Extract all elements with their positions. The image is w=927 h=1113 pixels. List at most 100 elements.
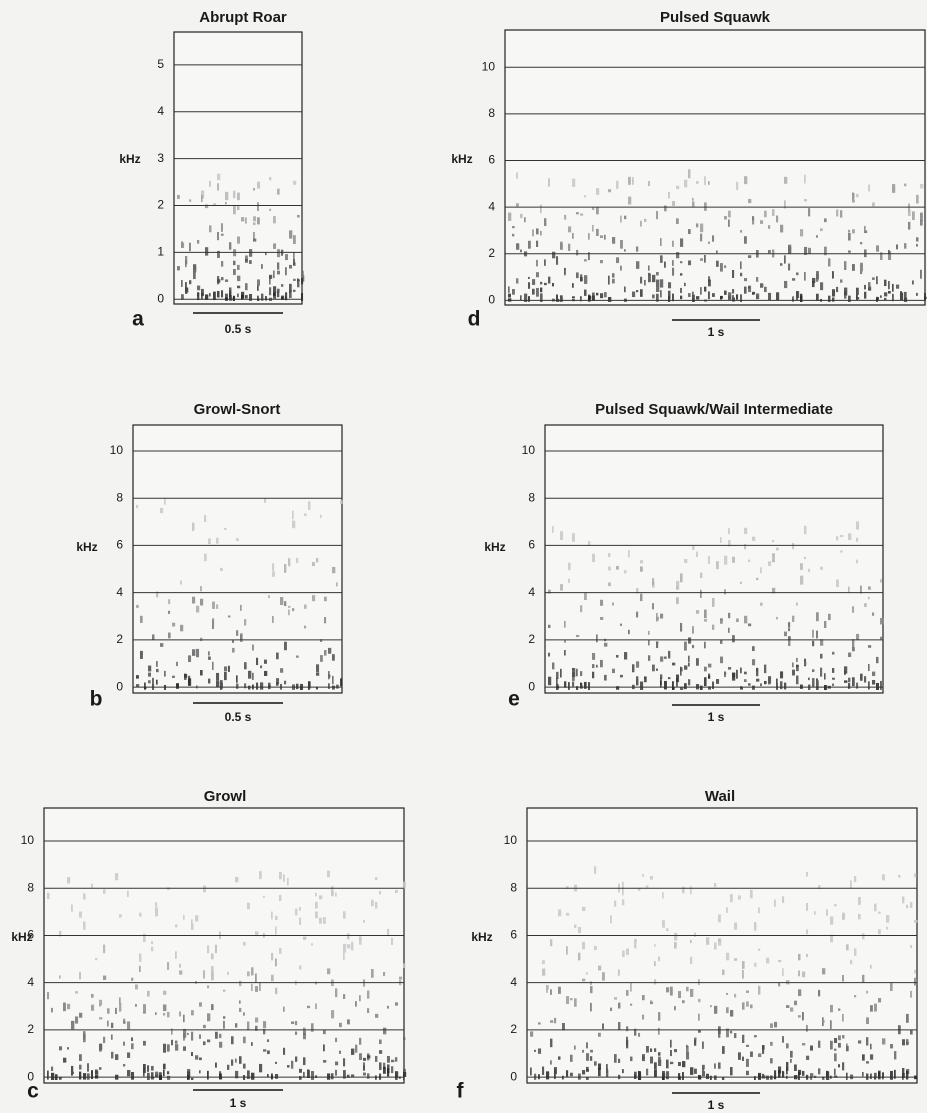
texture-mark	[332, 566, 336, 574]
panel-title: Pulsed Squawk/Wail Intermediate	[595, 401, 833, 418]
texture-mark	[700, 685, 703, 690]
texture-mark	[788, 263, 791, 271]
texture-mark	[211, 1004, 214, 1011]
texture-mark	[375, 1055, 378, 1062]
texture-mark	[59, 1077, 62, 1080]
texture-mark	[634, 938, 637, 943]
texture-mark	[760, 567, 762, 574]
panel-title: Abrupt Roar	[199, 9, 287, 26]
texture-mark	[736, 618, 739, 622]
texture-mark	[622, 950, 625, 958]
texture-mark	[880, 252, 883, 260]
texture-mark	[155, 1012, 157, 1015]
texture-mark	[860, 585, 862, 594]
texture-mark	[744, 671, 747, 675]
texture-mark	[580, 213, 584, 216]
texture-mark	[284, 564, 287, 573]
texture-mark	[720, 537, 722, 543]
texture-mark	[596, 228, 599, 236]
texture-mark	[646, 885, 649, 888]
texture-mark	[564, 621, 566, 628]
texture-mark	[139, 953, 142, 962]
texture-mark	[272, 563, 275, 571]
texture-mark	[596, 292, 599, 296]
texture-mark	[171, 1028, 173, 1035]
texture-mark	[882, 1038, 886, 1045]
texture-mark	[260, 665, 263, 669]
texture-mark	[544, 218, 547, 226]
texture-mark	[622, 1069, 624, 1074]
texture-mark	[387, 1056, 390, 1063]
texture-mark	[303, 1072, 305, 1078]
scale-bar-label: 1 s	[708, 710, 725, 724]
texture-mark	[375, 902, 378, 909]
texture-mark	[284, 680, 287, 685]
texture-mark	[207, 1070, 209, 1080]
texture-mark	[832, 651, 835, 655]
texture-mark	[177, 266, 180, 271]
texture-mark	[189, 199, 192, 202]
texture-mark	[780, 671, 784, 679]
texture-mark	[732, 556, 735, 563]
texture-mark	[188, 655, 192, 662]
texture-mark	[798, 1015, 801, 1018]
texture-mark	[225, 297, 228, 301]
texture-mark	[718, 1062, 721, 1069]
texture-mark	[299, 1076, 302, 1080]
texture-mark	[880, 617, 884, 625]
texture-mark	[201, 288, 204, 297]
texture-mark	[209, 225, 212, 233]
texture-mark	[692, 197, 694, 201]
texture-mark	[780, 263, 783, 266]
texture-mark	[920, 212, 923, 222]
texture-mark	[516, 203, 519, 207]
texture-mark	[848, 683, 851, 689]
texture-mark	[371, 969, 374, 978]
texture-mark	[834, 904, 837, 907]
texture-mark	[612, 602, 614, 606]
texture-mark	[536, 228, 539, 235]
texture-mark	[688, 637, 692, 644]
texture-mark	[708, 686, 711, 690]
texture-mark	[838, 1064, 841, 1068]
texture-mark	[399, 976, 403, 980]
texture-mark	[540, 230, 542, 236]
texture-mark	[716, 260, 719, 267]
spectrogram-frame	[544, 424, 884, 694]
texture-mark	[890, 983, 893, 991]
texture-mark	[880, 579, 882, 583]
texture-mark	[232, 639, 235, 643]
texture-mark	[756, 293, 760, 299]
texture-mark	[192, 596, 196, 604]
texture-mark	[892, 283, 894, 292]
texture-mark	[516, 278, 519, 284]
texture-mark	[860, 673, 863, 681]
texture-mark	[351, 1074, 355, 1078]
texture-mark	[568, 578, 570, 583]
texture-mark	[576, 668, 578, 677]
texture-mark	[582, 1049, 585, 1053]
texture-mark	[896, 244, 899, 250]
texture-mark	[680, 238, 684, 247]
texture-mark	[193, 266, 197, 273]
texture-mark	[512, 233, 515, 237]
texture-mark	[283, 874, 285, 882]
texture-mark	[103, 1036, 106, 1044]
texture-mark	[371, 899, 374, 907]
texture-mark	[267, 1050, 270, 1055]
texture-mark	[856, 633, 860, 640]
texture-mark	[804, 246, 808, 255]
texture-mark	[760, 283, 764, 288]
texture-mark	[636, 261, 640, 269]
texture-mark	[626, 948, 630, 955]
texture-mark	[295, 1031, 298, 1035]
y-axis-label: kHz	[119, 152, 140, 166]
texture-mark	[528, 296, 530, 302]
texture-mark	[806, 953, 809, 958]
texture-mark	[391, 1059, 395, 1063]
texture-mark	[323, 917, 326, 924]
texture-mark	[836, 579, 839, 588]
texture-mark	[311, 943, 313, 946]
texture-mark	[728, 219, 730, 227]
texture-mark	[192, 522, 194, 532]
